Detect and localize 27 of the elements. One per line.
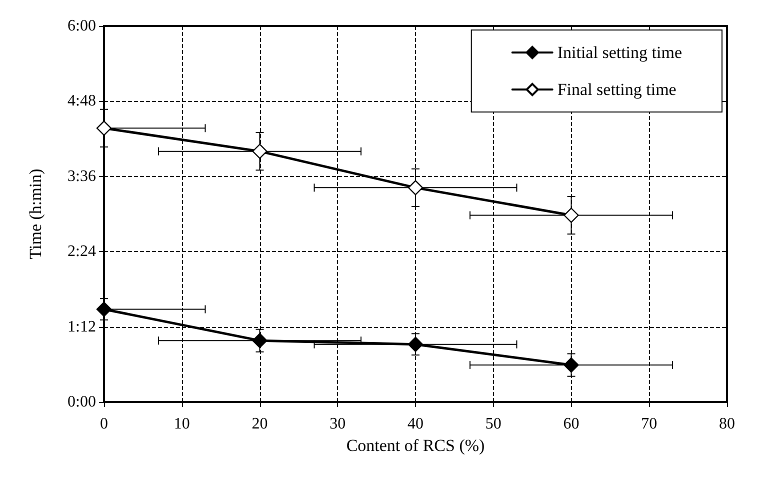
point — [408, 336, 424, 352]
legend-label: Final setting time — [557, 80, 676, 99]
x-tick-label: 60 — [563, 416, 580, 432]
x-tick-label: 80 — [719, 416, 735, 432]
y-axis-title: Time (h:min) — [26, 168, 45, 260]
y-tick-label: 4:48 — [68, 92, 96, 110]
x-tick-label: 50 — [485, 416, 502, 432]
x-axis-title: Content of RCS (%) — [346, 436, 485, 455]
point — [252, 332, 268, 348]
x-tick-label: 0 — [100, 416, 108, 432]
point — [96, 120, 112, 136]
point — [408, 180, 424, 196]
y-tick-label: 2:24 — [68, 243, 96, 260]
y-tick-label: 0:00 — [68, 394, 96, 410]
y-tick-label: 6:00 — [68, 18, 96, 34]
y-tick-label: 3:36 — [68, 168, 96, 185]
point — [564, 357, 579, 373]
y-tick-label: 1:12 — [68, 318, 96, 336]
point — [96, 302, 112, 317]
point — [564, 208, 579, 223]
x-tick-label: 40 — [408, 416, 424, 432]
point — [252, 144, 268, 159]
x-tick-label: 10 — [174, 416, 190, 432]
x-tick-label: 20 — [252, 416, 268, 432]
x-tick-label: 70 — [641, 416, 658, 432]
legend-label: Initial setting time — [557, 43, 682, 62]
x-tick-label: 30 — [330, 416, 346, 432]
